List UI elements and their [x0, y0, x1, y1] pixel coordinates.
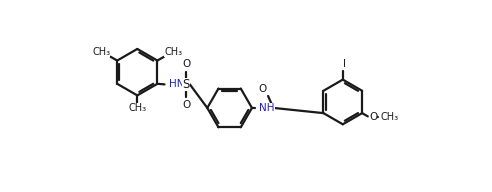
Text: CH₃: CH₃ [128, 103, 146, 113]
Text: O: O [258, 84, 266, 94]
Text: S: S [183, 78, 190, 91]
Text: NH: NH [259, 103, 275, 113]
Text: O: O [182, 100, 190, 110]
Text: CH₃: CH₃ [92, 47, 111, 57]
Text: HN: HN [169, 79, 184, 89]
Text: O: O [369, 112, 377, 122]
Text: CH₃: CH₃ [164, 47, 182, 57]
Text: I: I [343, 60, 346, 70]
Text: CH₃: CH₃ [381, 112, 399, 122]
Text: O: O [182, 59, 190, 69]
